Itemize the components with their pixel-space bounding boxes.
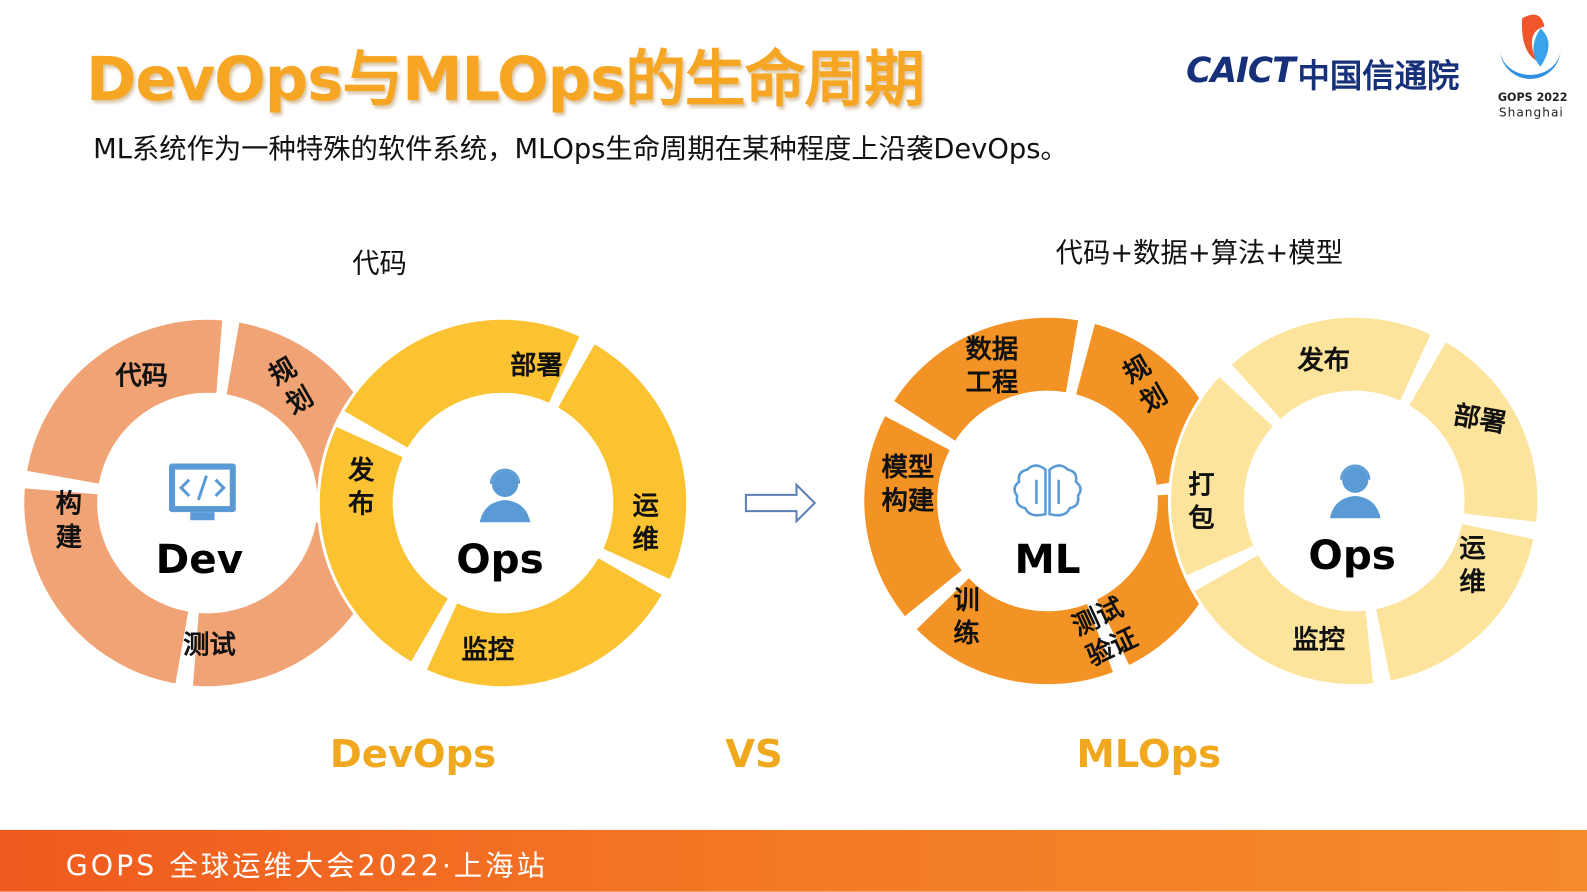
page-subtitle: ML系统作为一种特殊的软件系统，MLOps生命周期在某种程度上沿袭DevOps。 bbox=[93, 133, 1068, 165]
ops-center-label: Ops bbox=[456, 536, 544, 583]
dev-center-label: Dev bbox=[155, 536, 244, 583]
page-title: DevOps与MLOps的生命周期 bbox=[86, 44, 925, 116]
ring-segments bbox=[24, 319, 391, 687]
gops-logo-text: GOPS 2022 bbox=[1497, 91, 1568, 105]
mlops-caption: MLOps bbox=[1076, 731, 1221, 777]
devops-heading: 代码 bbox=[352, 247, 407, 280]
segment-label: 运维 bbox=[632, 491, 659, 555]
mlops-heading: 代码+数据+算法+模型 bbox=[1055, 237, 1343, 270]
caict-logo-cn: 中国信通院 bbox=[1297, 56, 1460, 96]
gops-logo-city: Shanghai bbox=[1498, 105, 1564, 120]
segment-label: 数据工程 bbox=[965, 334, 1019, 398]
segment-label: 监控 bbox=[1292, 625, 1346, 656]
segment-label: 部署 bbox=[510, 350, 563, 382]
segment-label: 模型构建 bbox=[881, 452, 935, 517]
operator-headset-icon bbox=[479, 468, 531, 523]
ring-segments bbox=[1170, 317, 1538, 685]
ops-center-label: Ops bbox=[1308, 532, 1396, 579]
footer-text: GOPS 全球运维大会2022·上海站 bbox=[65, 849, 549, 883]
brain-icon bbox=[1013, 464, 1082, 517]
segment-label: 发布 bbox=[1297, 345, 1351, 377]
code-monitor-icon bbox=[169, 463, 236, 521]
ring-segments bbox=[319, 319, 687, 687]
segment-label: 测试 bbox=[183, 630, 236, 661]
right-arrow-icon bbox=[744, 482, 817, 524]
gops-logo bbox=[1499, 14, 1561, 79]
segment-label: 打包 bbox=[1188, 470, 1215, 534]
segment-label: 构建 bbox=[55, 489, 82, 553]
caict-logo: CAICT bbox=[1186, 50, 1295, 92]
segment-label: 发布 bbox=[348, 455, 375, 520]
segment-label: 运维 bbox=[1459, 533, 1486, 598]
footer-bar: GOPS 全球运维大会2022·上海站 bbox=[0, 829, 1587, 892]
segment-label: 监控 bbox=[461, 635, 515, 666]
ml-center-label: ML bbox=[1014, 536, 1081, 583]
segment-label: 代码 bbox=[115, 361, 169, 392]
segment-label: 训练 bbox=[953, 585, 980, 649]
operator-headset-icon bbox=[1329, 464, 1381, 519]
vs-label: VS bbox=[725, 731, 783, 777]
devops-caption: DevOps bbox=[329, 731, 497, 777]
